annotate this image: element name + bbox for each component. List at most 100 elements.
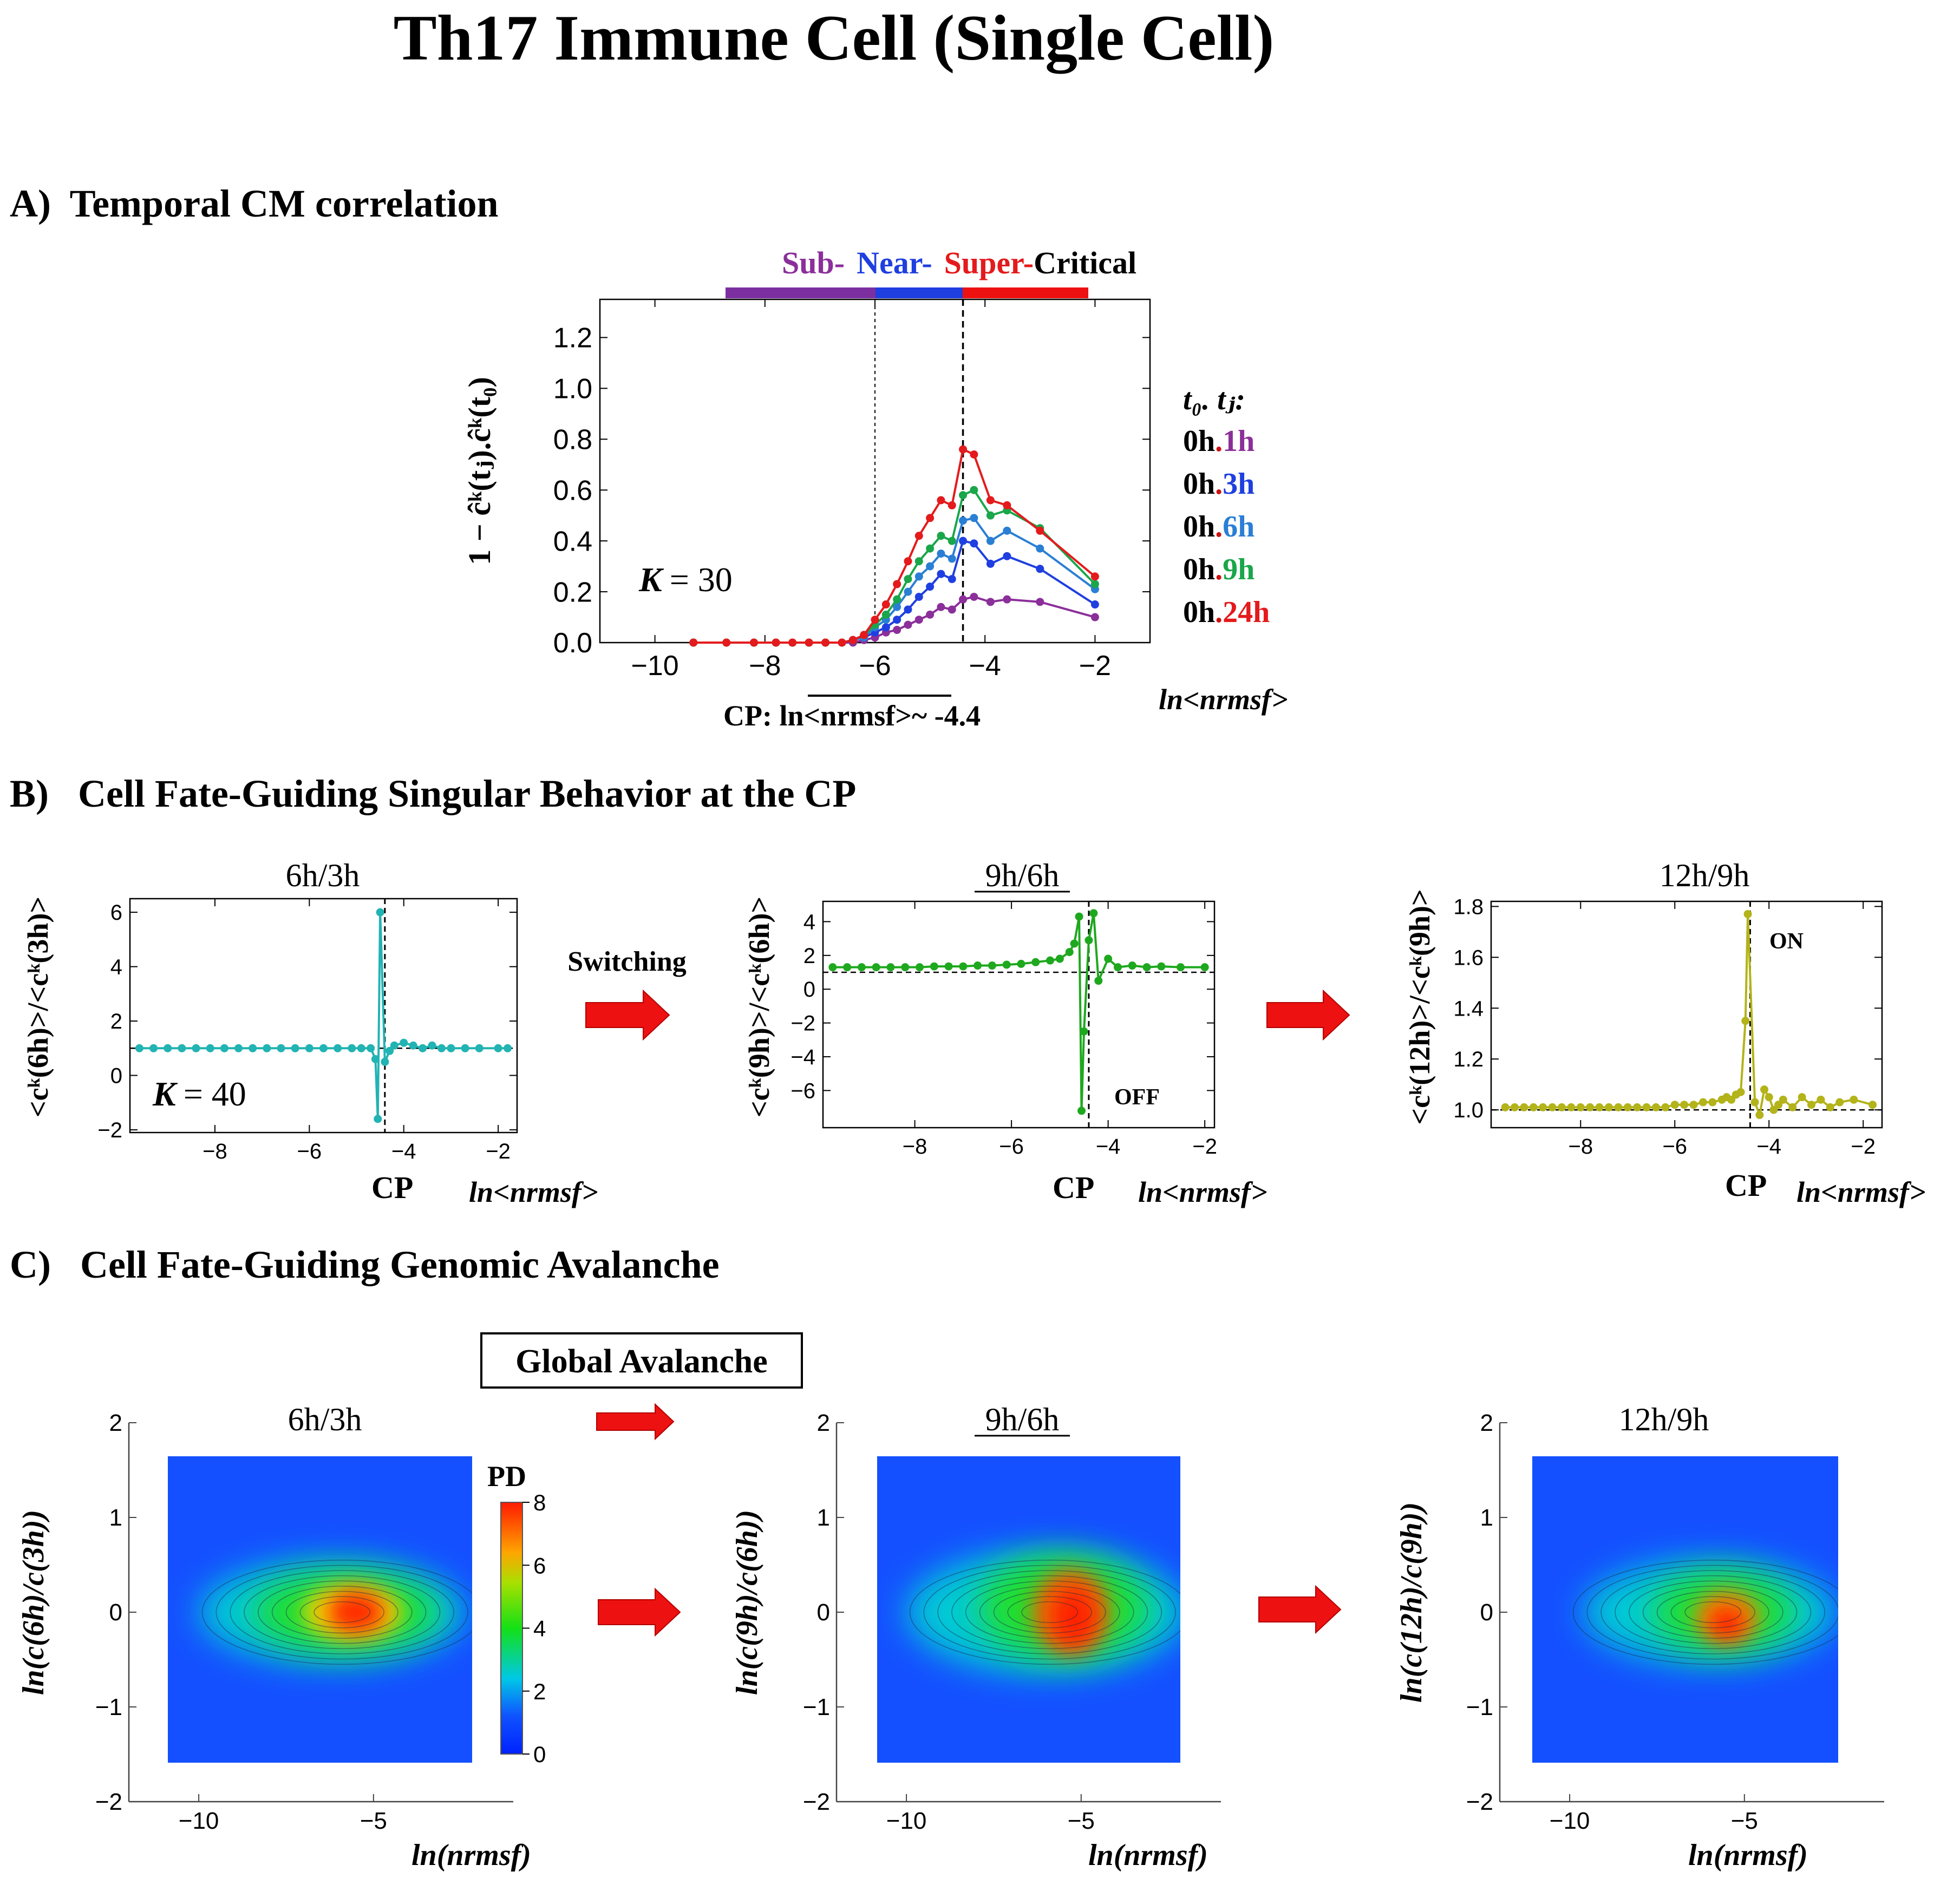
data-point [447,1044,455,1052]
data-point [1651,1103,1660,1111]
heatmap-image [1532,1456,1838,1763]
contour-line [313,1601,371,1624]
data-point [475,1044,484,1052]
data-point [400,1038,408,1047]
data-point [937,570,945,578]
data-point [1089,909,1098,918]
y-tick-label: −2 [790,1012,815,1036]
regime-labels: Sub- Near- Super-Critical [782,245,1136,280]
data-point [135,1044,143,1052]
data-point [1104,954,1113,963]
data-point [1128,961,1136,970]
contour-line [1586,1565,1838,1660]
contour-line [201,1559,472,1665]
chart-a-ylabel: 1 − ĉᵏ(tⱼ).ĉᵏ(t₀) [462,377,497,565]
data-point [1868,1101,1877,1109]
data-point [192,1044,200,1052]
global-avalanche-label: Global Avalanche [515,1343,768,1380]
arrow-b1-b2 [585,989,670,1041]
data-point [1567,1103,1576,1111]
data-point [914,616,923,624]
contour-line [1600,1570,1826,1654]
data-point [374,1115,382,1123]
data-point [886,963,895,972]
y-tick-label: 1.0 [553,374,592,405]
data-point [1774,1101,1783,1109]
data-point [1065,948,1074,957]
series-series [828,909,1209,1115]
series-series [135,908,512,1123]
page-title: Th17 Immune Cell (Single Cell) [394,2,1275,74]
plot-frame [129,898,518,1134]
data-point [893,603,901,611]
arrow-global-avalanche [596,1403,675,1441]
data-point [821,638,830,647]
data-point [959,595,968,604]
data-point [1698,1098,1707,1107]
data-point [904,605,912,614]
arrow-c1-c2 [598,1587,681,1637]
data-point [1817,1095,1825,1104]
data-point [1177,963,1185,972]
data-point [1113,963,1122,972]
contour-line [258,1580,427,1644]
data-point [1036,598,1044,606]
data-point [838,638,846,647]
data-point [1036,526,1044,535]
y-tick-label: 1.8 [1453,895,1484,919]
y-tick-label: 0.8 [553,424,592,455]
contour-line [1642,1586,1783,1639]
density-blob [1053,1588,1095,1646]
data-point [948,575,956,584]
contour-line [1684,1601,1742,1624]
data-point [1003,552,1011,560]
legend-title: t₀. tⱼ: [1183,383,1245,416]
legend-prefix: 0h [1183,596,1215,629]
data-point [1548,1103,1557,1111]
y-tick-label: 0 [817,1599,830,1626]
data-point [970,514,978,522]
data-point [871,616,879,624]
heatmap-c3-xlabel: ln(nrmsf) [1688,1838,1808,1872]
x-tick-label: −10 [1550,1808,1590,1834]
data-point [1090,613,1099,621]
y-tick-label: 0 [109,1599,122,1626]
data-point [371,1055,380,1063]
x-tick-label: −6 [297,1140,322,1163]
chart-b1-k-label: K = 40 [152,1075,246,1113]
plot-frame [1490,900,1883,1129]
data-point [149,1044,158,1052]
chart-b2-ylabel: <cᵏ(9h)>/<cᵏ(6h)> [743,897,775,1117]
chart-b2-cp: CP [1053,1170,1094,1205]
data-point [857,963,866,972]
data-point [1826,1103,1834,1111]
data-point [263,1044,271,1052]
data-point [1200,963,1209,972]
data-point [937,603,945,611]
y-tick-label: 1.4 [1453,997,1484,1020]
data-point [291,1044,299,1052]
legend-suffix: 9h [1223,553,1255,586]
contour-line [230,1570,455,1654]
contour-line [1670,1596,1755,1628]
contour-line [299,1596,384,1628]
y-tick-label: 1.2 [553,323,592,354]
data-point [722,638,731,647]
y-tick-label: 0.0 [553,627,592,659]
data-point [305,1044,313,1052]
series-series [1501,909,1877,1120]
density-blob [328,1591,384,1633]
regime-bar-super [963,287,1088,298]
data-point [881,600,890,609]
chart-b3-xunit: ln<nrmsf> [1796,1176,1926,1208]
data-point [970,450,978,459]
y-tick-label: 0 [803,978,815,1002]
x-tick-label: −4 [1756,1135,1781,1159]
data-point [881,610,890,619]
chart-a-cp-label: CP: ln<nrmsf>~ -4.4 [723,699,981,732]
chart-b3-cp: CP [1725,1168,1767,1203]
y-tick-label: −2 [1466,1789,1493,1815]
data-point [249,1044,257,1052]
data-point [1614,1103,1623,1111]
